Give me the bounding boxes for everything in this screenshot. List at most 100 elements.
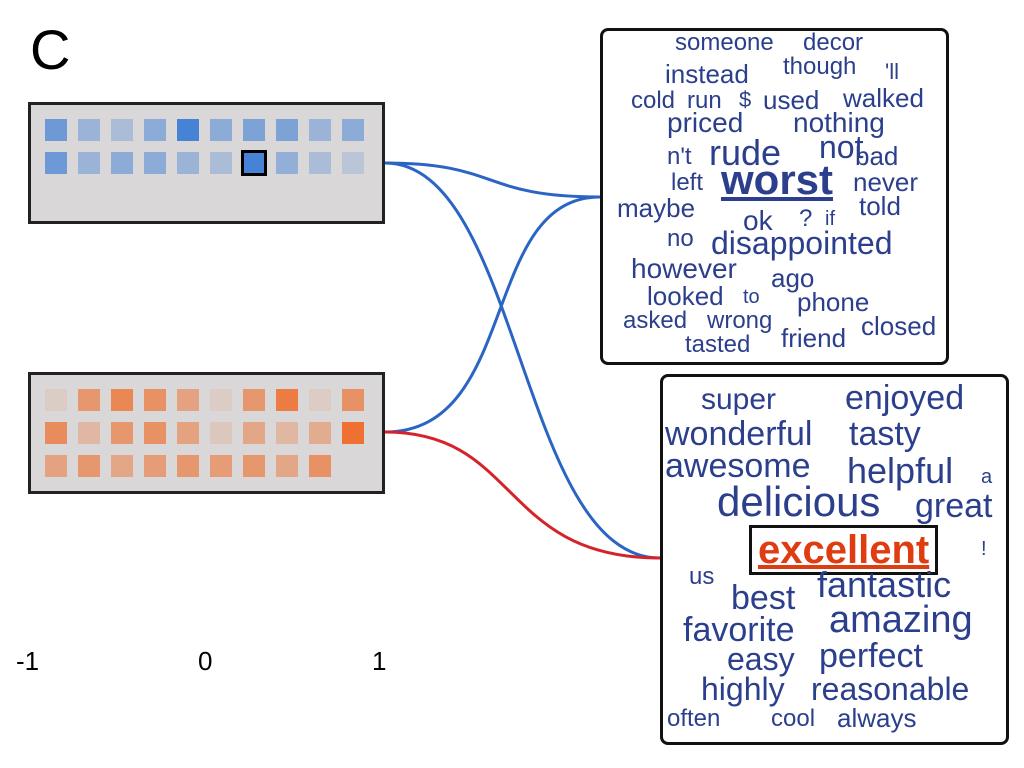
heatmap-cell[interactable]	[144, 152, 166, 174]
heatmap-cell[interactable]	[144, 389, 166, 411]
cloud-word: priced	[667, 107, 744, 138]
cloud-word: us	[689, 563, 715, 590]
heatmap-cell[interactable]	[111, 389, 133, 411]
heatmap-cell[interactable]	[276, 455, 298, 477]
cloud-word: run	[687, 87, 722, 114]
cloud-word: excellent	[749, 525, 939, 575]
cloud-word: highly	[701, 671, 785, 707]
heatmap-cell[interactable]	[276, 119, 298, 141]
heatmap-cell[interactable]	[309, 119, 331, 141]
link-bottom-to-negative	[384, 195, 601, 434]
heatmap-cell[interactable]	[210, 455, 232, 477]
heatmap-cell[interactable]	[210, 152, 232, 174]
heatmap-cell[interactable]	[45, 422, 67, 444]
cloud-word: ago	[771, 263, 815, 293]
cloud-word: favorite	[683, 611, 795, 649]
top-cluster-heatmap[interactable]	[28, 102, 385, 224]
heatmap-cell[interactable]	[243, 389, 265, 411]
bottom-cluster-heatmap[interactable]	[28, 372, 385, 494]
cloud-word: always	[837, 703, 917, 733]
heatmap-cell[interactable]	[342, 119, 364, 141]
heatmap-cell[interactable]	[177, 422, 199, 444]
cloud-word: ?	[799, 205, 813, 232]
heatmap-cell[interactable]	[276, 422, 298, 444]
cloud-word: !	[981, 538, 987, 560]
heatmap-cell[interactable]	[177, 119, 199, 141]
heatmap-cell[interactable]	[342, 389, 364, 411]
heatmap-cell[interactable]	[144, 455, 166, 477]
heatmap-cell[interactable]	[78, 119, 100, 141]
cloud-word: cold	[631, 87, 676, 114]
cloud-word: cool	[771, 705, 816, 732]
heatmap-cell[interactable]	[78, 422, 100, 444]
heatmap-cell[interactable]	[210, 422, 232, 444]
heatmap-cell[interactable]	[45, 455, 67, 477]
heatmap-cell[interactable]	[45, 152, 67, 174]
heatmap-cell[interactable]	[276, 152, 298, 174]
heatmap-cell[interactable]	[111, 455, 133, 477]
cloud-word: though	[783, 53, 857, 80]
heatmap-cell[interactable]	[111, 152, 133, 174]
cloud-word: wonderful	[665, 415, 813, 453]
heatmap-cell[interactable]	[309, 152, 331, 174]
heatmap-cell[interactable]	[241, 150, 267, 176]
heatmap-cell[interactable]	[309, 455, 331, 477]
scale-min-label: -1	[16, 646, 40, 676]
heatmap-cell[interactable]	[210, 389, 232, 411]
cloud-word: instead	[665, 59, 749, 89]
heatmap-cell[interactable]	[177, 455, 199, 477]
heatmap-cell[interactable]	[144, 422, 166, 444]
cloud-word: best	[731, 579, 796, 617]
link-top-to-positive	[384, 161, 661, 560]
scale-mid-label: 0	[198, 646, 213, 676]
cloud-word: nothing	[793, 107, 885, 138]
heatmap-cell[interactable]	[243, 455, 265, 477]
cloud-word: never	[853, 167, 919, 197]
cloud-word: no	[667, 225, 694, 252]
cloud-word: super	[701, 383, 777, 416]
cloud-word: fantastic	[817, 564, 952, 605]
link-bottom-to-positive	[384, 430, 661, 560]
cloud-word: however	[631, 253, 737, 284]
heatmap-cell[interactable]	[111, 119, 133, 141]
heatmap-cell[interactable]	[342, 455, 364, 477]
cloud-word: a	[981, 466, 993, 488]
cloud-word: disappointed	[711, 225, 893, 261]
heatmap-cell[interactable]	[309, 389, 331, 411]
cloud-word: easy	[727, 641, 795, 677]
heatmap-cell[interactable]	[243, 119, 265, 141]
cloud-word: 'll	[885, 59, 899, 84]
heatmap-cell[interactable]	[144, 119, 166, 141]
cloud-word: looked	[647, 281, 724, 311]
heatmap-cell[interactable]	[177, 389, 199, 411]
cloud-word: often	[667, 705, 721, 732]
heatmap-cell[interactable]	[78, 389, 100, 411]
heatmap-cell[interactable]	[309, 422, 331, 444]
link-top-to-negative	[384, 161, 601, 199]
cloud-word: $	[739, 87, 752, 112]
cloud-word: reasonable	[811, 671, 970, 707]
cloud-word: phone	[797, 287, 870, 317]
heatmap-cell[interactable]	[243, 422, 265, 444]
cloud-word: perfect	[819, 637, 923, 675]
heatmap-cell[interactable]	[177, 152, 199, 174]
cloud-word: amazing	[829, 599, 973, 641]
heatmap-cell[interactable]	[78, 455, 100, 477]
cloud-word: decor	[803, 29, 864, 56]
heatmap-cell[interactable]	[210, 119, 232, 141]
cloud-word: to	[743, 286, 760, 308]
heatmap-cell[interactable]	[342, 152, 364, 174]
heatmap-cell[interactable]	[276, 389, 298, 411]
cloud-word: closed	[861, 311, 937, 341]
heatmap-cell[interactable]	[45, 119, 67, 141]
cloud-word: enjoyed	[845, 379, 965, 417]
cloud-word: asked	[623, 307, 688, 334]
negative-word-cloud: someone decor instead though 'll cold run $ used…	[600, 28, 949, 365]
cloud-word: tasted	[685, 331, 751, 358]
cloud-word: someone	[675, 29, 774, 56]
heatmap-cell[interactable]	[342, 422, 364, 444]
heatmap-cell[interactable]	[78, 152, 100, 174]
heatmap-cell[interactable]	[45, 389, 67, 411]
cloud-word: helpful	[847, 450, 954, 491]
heatmap-cell[interactable]	[111, 422, 133, 444]
